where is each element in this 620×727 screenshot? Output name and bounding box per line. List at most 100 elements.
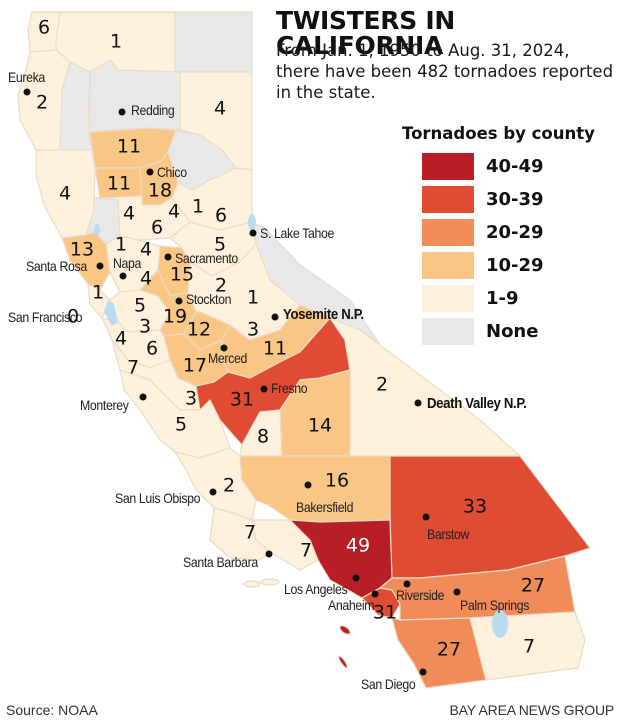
county-value: 12 <box>186 318 212 341</box>
county-value: 11 <box>116 135 142 158</box>
lake-tahoe <box>248 214 256 230</box>
city-label: Death Valley N.P. <box>427 395 527 412</box>
county-value: 27 <box>520 574 546 597</box>
county-slo <box>174 447 257 521</box>
city-marker-icon <box>139 393 147 401</box>
county-value: 18 <box>147 179 173 202</box>
city-marker-icon <box>119 272 127 280</box>
city-marker-icon <box>96 262 104 270</box>
legend-label: 10-29 <box>486 255 544 276</box>
sf-bay <box>104 300 118 326</box>
county-value: 8 <box>256 425 270 448</box>
city-label: Monterey <box>80 397 129 413</box>
county-value: 1 <box>246 286 260 309</box>
county-value: 2 <box>375 373 389 396</box>
city-label: Fresno <box>271 380 308 396</box>
legend-label: 40-49 <box>486 156 544 177</box>
city-label: Palm Springs <box>460 597 530 613</box>
county-value: 2 <box>35 91 49 114</box>
county-value: 27 <box>436 638 462 661</box>
county-value: 3 <box>138 315 152 338</box>
legend-swatch <box>422 318 474 345</box>
legend-swatch <box>422 153 474 180</box>
county-value: 1 <box>91 281 105 304</box>
county-value: 7 <box>522 635 536 658</box>
county-value: 6 <box>214 204 228 227</box>
city-label: San Francisco <box>8 309 83 325</box>
city-marker-icon <box>352 574 360 582</box>
city-marker-icon <box>403 580 411 588</box>
island-san-clemente <box>338 655 348 669</box>
county-value: 4 <box>114 327 128 350</box>
legend-item: 30-39 <box>422 186 544 213</box>
county-value: 7 <box>126 356 140 379</box>
county-value: 33 <box>462 495 488 518</box>
county-value: 1 <box>109 30 123 53</box>
clear-lake <box>94 224 100 236</box>
county-value: 11 <box>106 172 132 195</box>
legend-swatch <box>422 219 474 246</box>
legend-label: 20-29 <box>486 222 544 243</box>
county-value: 0 <box>66 305 80 328</box>
county-modoc <box>174 11 253 73</box>
city-marker-icon <box>265 550 273 558</box>
city-label: Chico <box>157 164 187 180</box>
county-san-diego <box>391 617 487 689</box>
city-marker-icon <box>23 88 31 96</box>
credit-line: BAY AREA NEWS GROUP <box>449 702 614 718</box>
city-label: Anaheim <box>328 597 375 613</box>
legend-item: 1-9 <box>422 285 519 312</box>
county-value: 2 <box>222 474 236 497</box>
island-santa-rosa <box>260 578 280 586</box>
county-value: 4 <box>139 238 153 261</box>
city-label: Eureka <box>8 69 45 85</box>
county-value: 17 <box>182 354 208 377</box>
county-value: 5 <box>174 413 188 436</box>
city-marker-icon <box>260 385 268 393</box>
county-value: 15 <box>169 263 195 286</box>
county-value: 1 <box>191 195 205 218</box>
county-value: 4 <box>139 267 153 290</box>
city-label: Barstow <box>427 526 470 542</box>
city-marker-icon <box>175 297 183 305</box>
legend-swatch <box>422 186 474 213</box>
county-value: 7 <box>243 521 257 544</box>
county-value: 5 <box>133 294 147 317</box>
legend-label: None <box>486 321 539 342</box>
county-value: 5 <box>213 233 227 256</box>
salton-sea <box>492 610 508 638</box>
legend-item: 10-29 <box>422 252 544 279</box>
island-santa-cruz <box>243 580 261 588</box>
source-note: Source: NOAA <box>6 702 98 718</box>
city-marker-icon <box>164 253 172 261</box>
city-label: Yosemite N.P. <box>283 306 364 323</box>
county-value: 6 <box>145 337 159 360</box>
legend-label: 30-39 <box>486 189 544 210</box>
city-label: Napa <box>113 255 142 271</box>
county-value: 4 <box>122 202 136 225</box>
city-label: Sacramento <box>175 250 238 266</box>
county-value: 13 <box>69 238 95 261</box>
legend-item: 40-49 <box>422 153 544 180</box>
legend-swatch <box>422 285 474 312</box>
county-value: 4 <box>58 182 72 205</box>
county-value: 14 <box>307 414 333 437</box>
chart-title: TWISTERS IN CALIFORNIA <box>276 6 455 60</box>
city-label: San Diego <box>361 676 416 692</box>
city-label: San Luis Obispo <box>115 490 201 506</box>
county-value: 4 <box>167 200 181 223</box>
legend-item: 20-29 <box>422 219 544 246</box>
county-value: 1 <box>114 233 128 256</box>
legend-label: 1-9 <box>486 288 519 309</box>
city-marker-icon <box>453 588 461 596</box>
city-marker-icon <box>414 399 422 407</box>
county-value: 16 <box>324 469 350 492</box>
city-marker-icon <box>419 668 427 676</box>
county-value: 31 <box>229 388 255 411</box>
county-value: 4 <box>213 97 227 120</box>
county-value: 31 <box>372 601 398 624</box>
island-catalina <box>339 625 351 635</box>
city-label: Santa Rosa <box>26 258 87 274</box>
county-value: 49 <box>345 534 371 557</box>
